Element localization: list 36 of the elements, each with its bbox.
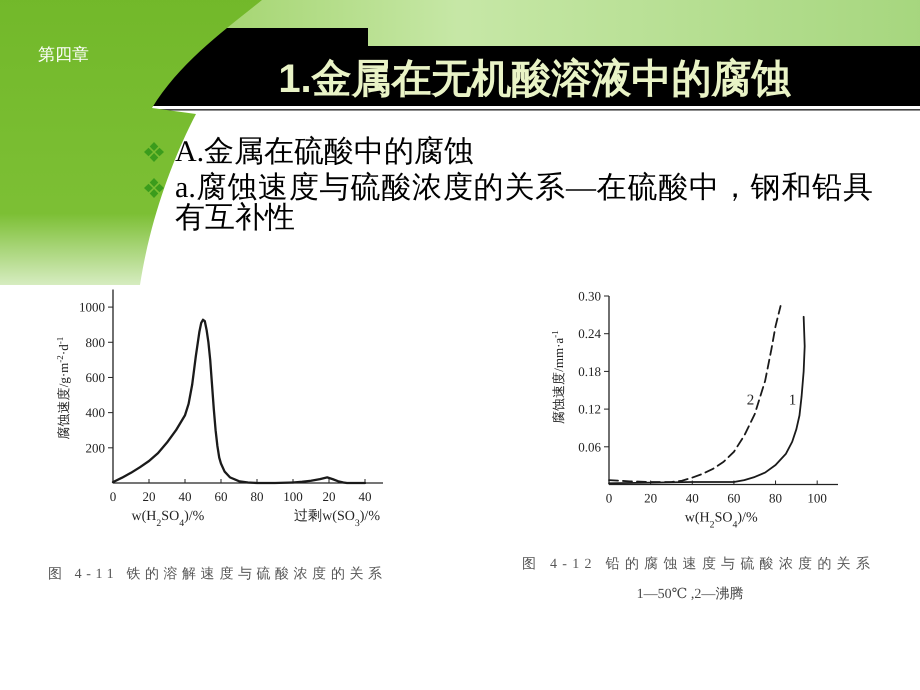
x-tick-label: 40: [358, 489, 372, 504]
x-tick-label: 100: [807, 490, 827, 506]
x-tick-label: 100: [283, 489, 303, 504]
text: 1—50℃ ,2—沸腾: [636, 586, 744, 602]
y-tick-label: 0.24: [578, 326, 602, 342]
x-tick-label: 20: [142, 489, 156, 504]
y-tick-label: 600: [86, 370, 105, 385]
y-tick-label: 0.06: [578, 439, 602, 454]
x-tick-label: 60: [214, 489, 228, 504]
y-tick-label: 800: [86, 334, 105, 350]
text: 第四章: [38, 44, 89, 66]
x-axis-title: w(H$_{2}$SO$_{4}$)/%: [131, 509, 205, 528]
x-axis-title: 过剩w(SO$_{3}$)/%: [294, 508, 380, 528]
y-tick-label: 200: [86, 440, 105, 456]
x-tick-label: 0: [110, 489, 116, 504]
caption: 图 4-11 铁的溶解速度与硫酸浓度的关系: [48, 566, 382, 582]
x-tick-label: 0: [606, 490, 612, 506]
x-tick-label: 20: [322, 489, 336, 504]
caption: 图 4-12 铅的腐蚀速度与硫酸浓度的关系: [522, 556, 870, 572]
x-tick-label: 80: [769, 490, 782, 506]
series-label: 1: [788, 392, 796, 409]
x-tick-label: 40: [178, 489, 192, 504]
x-tick-label: 60: [727, 490, 740, 506]
series-label: 2: [746, 392, 754, 409]
text: A.金属在硫酸中的腐蚀: [175, 135, 474, 168]
y-tick-label: 400: [86, 405, 105, 420]
x-tick-label: 40: [686, 490, 699, 506]
y-tick-label: 1000: [79, 300, 105, 315]
text: a.腐蚀速度与硫酸浓度的关系—在硫酸中，钢和铅具有互补性: [175, 171, 873, 234]
y-tick-label: 0.18: [578, 364, 601, 379]
y-tick-label: 0.12: [578, 402, 601, 417]
x-axis-title: w(H$_{2}$SO$_{4}$)/%: [684, 510, 758, 530]
text: 1.金属在无机酸溶液中的腐蚀: [277, 56, 793, 103]
y-tick-label: 0.30: [578, 288, 601, 304]
x-tick-label: 80: [250, 489, 264, 504]
x-tick-label: 20: [644, 490, 658, 506]
